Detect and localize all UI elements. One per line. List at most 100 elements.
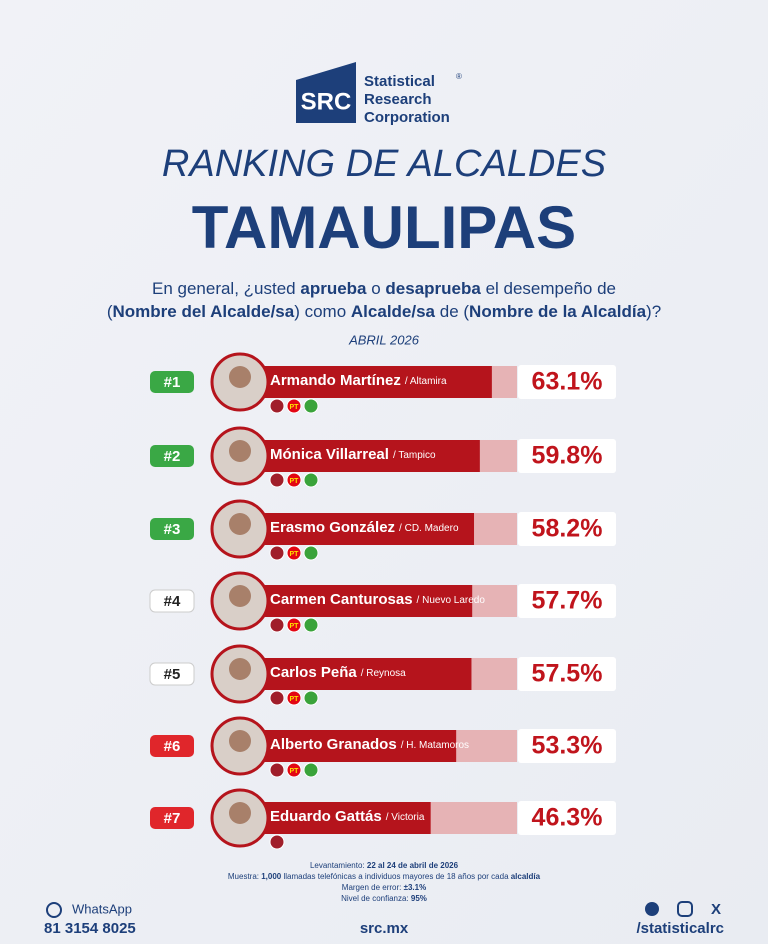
rank-label: #6 bbox=[164, 738, 181, 755]
value-box bbox=[518, 439, 616, 473]
bar bbox=[262, 440, 480, 472]
facebook-icon[interactable] bbox=[645, 902, 659, 916]
photo-head bbox=[229, 513, 251, 535]
party-icon bbox=[269, 472, 285, 488]
date: ABRIL 2026 bbox=[348, 332, 420, 347]
party-label: PT bbox=[290, 551, 300, 558]
footer: WhatsApp 81 3154 8025 src.mx X /statisti… bbox=[44, 901, 724, 937]
method-segment: 1,000 bbox=[261, 872, 282, 881]
method-segment: alcaldía bbox=[511, 872, 541, 881]
bar bbox=[262, 730, 457, 762]
city: / H. Matamoros bbox=[401, 740, 469, 751]
title: RANKING DE ALCALDES bbox=[162, 143, 606, 185]
value-label: 57.5% bbox=[532, 660, 603, 688]
logo: SRC Statistical ® Research Corporation bbox=[296, 62, 462, 126]
bar bbox=[262, 802, 431, 834]
name: Armando Martínez bbox=[270, 372, 401, 389]
logo-mark: SRC bbox=[301, 88, 352, 115]
logo-text: Corporation bbox=[364, 109, 450, 126]
party-icon bbox=[269, 617, 285, 633]
party-label: PT bbox=[290, 478, 300, 485]
rank-label: #1 bbox=[164, 374, 181, 391]
photo-head bbox=[229, 440, 251, 462]
mayor-name: Eduardo Gattás / Victoria bbox=[270, 808, 425, 825]
value-box bbox=[518, 801, 616, 835]
question-segment: Nombre de la Alcaldía bbox=[469, 302, 647, 321]
mayor-name: Carmen Canturosas / Nuevo Laredo bbox=[270, 591, 485, 608]
method-segment: llamadas telefónicas a individuos mayore… bbox=[281, 872, 510, 881]
rank-badge bbox=[150, 807, 194, 829]
party-icon bbox=[303, 545, 319, 561]
party-icon bbox=[286, 762, 302, 778]
value-box bbox=[518, 365, 616, 399]
party-icon bbox=[269, 398, 285, 414]
city: / Reynosa bbox=[361, 668, 406, 679]
name: Mónica Villarreal bbox=[270, 446, 389, 463]
instagram-icon[interactable] bbox=[677, 901, 693, 917]
name: Eduardo Gattás bbox=[270, 808, 382, 825]
city: / Nuevo Laredo bbox=[417, 595, 486, 606]
party-icon bbox=[269, 762, 285, 778]
method-segment: 22 al 24 de abril de 2026 bbox=[367, 861, 459, 870]
value-label: 58.2% bbox=[532, 515, 603, 543]
rank-badge bbox=[150, 735, 194, 757]
question-segment: aprueba bbox=[300, 279, 367, 298]
photo-head bbox=[229, 366, 251, 388]
value-label: 59.8% bbox=[532, 442, 603, 470]
party-label: PT bbox=[290, 696, 300, 703]
method-segment: ±3.1% bbox=[404, 883, 427, 892]
ranking: #1 63.1% Armando Martínez / Altamira PT #2 59.… bbox=[149, 352, 616, 850]
value-box bbox=[518, 584, 616, 618]
photo-head bbox=[229, 585, 251, 607]
rank-label: #3 bbox=[164, 521, 181, 538]
photo-head bbox=[229, 730, 251, 752]
name: Carlos Peña bbox=[270, 664, 357, 681]
method-line: Levantamiento: 22 al 24 de abril de 2026 bbox=[310, 861, 459, 870]
question-segment: ) como bbox=[294, 302, 351, 321]
rank-badge bbox=[149, 662, 195, 686]
mayor-name: Mónica Villarreal / Tampico bbox=[270, 446, 436, 463]
party-icon bbox=[269, 834, 285, 850]
rank-label: #4 bbox=[164, 593, 181, 610]
methodology: Levantamiento: 22 al 24 de abril de 2026… bbox=[228, 861, 541, 903]
city: / CD. Madero bbox=[399, 523, 459, 534]
question-segment: de ( bbox=[435, 302, 469, 321]
question-line: (Nombre del Alcalde/sa) como Alcalde/sa … bbox=[107, 302, 661, 321]
name: Erasmo González bbox=[270, 519, 395, 536]
party-icon bbox=[269, 545, 285, 561]
method-segment: Nivel de confianza: bbox=[341, 894, 411, 903]
value-box bbox=[518, 512, 616, 546]
party-icon bbox=[303, 472, 319, 488]
x-icon[interactable]: X bbox=[711, 901, 721, 918]
party-icon bbox=[269, 690, 285, 706]
mayor-name: Erasmo González / CD. Madero bbox=[270, 519, 459, 536]
party-label: PT bbox=[290, 768, 300, 775]
party-icon bbox=[303, 617, 319, 633]
logo-reg: ® bbox=[456, 72, 462, 81]
logo-box bbox=[296, 62, 356, 123]
value-box bbox=[518, 657, 616, 691]
party-icon bbox=[303, 398, 319, 414]
rank-badge bbox=[150, 445, 194, 467]
party-icon bbox=[303, 690, 319, 706]
question-segment: )? bbox=[646, 302, 661, 321]
question-segment: el desempeño de bbox=[481, 279, 616, 298]
value-label: 46.3% bbox=[532, 804, 603, 832]
party-label: PT bbox=[290, 623, 300, 630]
party-icon bbox=[303, 762, 319, 778]
method-segment: Margen de error: bbox=[342, 883, 404, 892]
city: / Tampico bbox=[393, 450, 436, 461]
party-icon bbox=[286, 398, 302, 414]
mayor-name: Carlos Peña / Reynosa bbox=[270, 664, 406, 681]
social-handle[interactable]: /statisticalrc bbox=[636, 920, 724, 937]
logo-text: Statistical bbox=[364, 73, 435, 90]
question-segment: o bbox=[367, 279, 386, 298]
rank-label: #7 bbox=[164, 810, 181, 827]
party-icon bbox=[286, 545, 302, 561]
whatsapp-label: WhatsApp bbox=[72, 901, 132, 916]
method-segment: Levantamiento: bbox=[310, 861, 367, 870]
party-icon bbox=[286, 617, 302, 633]
site[interactable]: src.mx bbox=[360, 920, 409, 937]
subtitle: TAMAULIPAS bbox=[192, 194, 576, 261]
